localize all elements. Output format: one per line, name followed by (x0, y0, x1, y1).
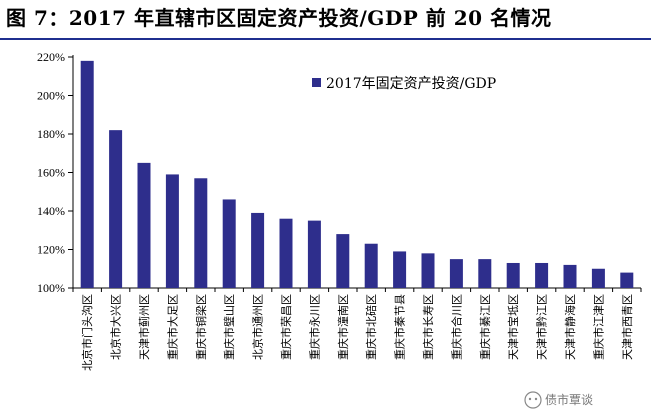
x-tick-label: 重庆市秦节县 (393, 294, 407, 360)
y-tick-label: 220% (37, 50, 65, 64)
x-tick-label: 北京市通州区 (251, 294, 265, 360)
wechat-icon-eye (534, 397, 538, 401)
x-tick-label: 重庆市綦江区 (478, 294, 492, 360)
y-tick-label: 180% (37, 127, 65, 141)
x-tick-label: 重庆市江津区 (591, 294, 605, 360)
x-tick-label: 北京市门头沟区 (80, 294, 94, 371)
bar (222, 199, 236, 288)
x-tick-label: 天津市蓟州区 (137, 294, 151, 360)
bar (251, 212, 265, 288)
x-tick-label: 天津市西青区 (620, 294, 634, 360)
x-tick-label: 重庆市荣昌区 (279, 294, 293, 360)
bar (80, 60, 94, 288)
x-tick-label: 重庆市潼南区 (336, 294, 350, 360)
x-tick-label: 天津市黔江区 (535, 294, 549, 360)
y-tick-label: 140% (37, 204, 65, 218)
x-tick-label: 重庆市长寿区 (421, 294, 435, 360)
bar (194, 178, 208, 288)
bar (336, 234, 350, 288)
y-axis: 100% 120% 140% 160% 180% 200% 220% (37, 50, 74, 295)
bar (620, 272, 634, 288)
bar (137, 162, 151, 288)
x-tick-label: 北京市大兴区 (109, 294, 123, 360)
x-tick-label: 重庆市永川区 (307, 294, 321, 360)
watermark: 债市覃谈 (524, 391, 593, 409)
legend: 2017年固定资产投资/GDP (312, 76, 496, 92)
bars (80, 60, 634, 288)
legend-label: 2017年固定资产投资/GDP (326, 76, 496, 92)
bar (421, 253, 435, 288)
x-tick-label: 重庆市合川区 (449, 294, 463, 360)
x-tick-label: 天津市静海区 (563, 294, 577, 360)
bar (364, 243, 378, 288)
bar (165, 174, 179, 288)
x-tick-label: 重庆市璧山区 (222, 294, 236, 360)
bar (307, 220, 321, 288)
y-tick-label: 120% (37, 243, 65, 257)
watermark-text: 债市覃谈 (545, 392, 593, 407)
x-tick-label: 重庆市大足区 (165, 294, 179, 360)
title-underline (0, 38, 651, 40)
figure-title: 图 7：2017 年直辖市区固定资产投资/GDP 前 20 名情况 (6, 6, 552, 30)
bar (478, 259, 492, 288)
y-tick-label: 200% (37, 89, 65, 103)
bar (279, 218, 293, 288)
legend-swatch (312, 78, 321, 87)
wechat-icon-eye (528, 397, 532, 401)
bar (393, 251, 407, 288)
bar (449, 259, 463, 288)
x-axis: 北京市门头沟区 北京市大兴区 天津市蓟州区 重庆市大足区 重庆市铜梁区 重庆市璧山区 北京市… (72, 287, 642, 371)
bar (506, 262, 520, 288)
bar (535, 262, 549, 288)
bar (591, 268, 605, 288)
x-tick-label: 天津市宝坻区 (506, 294, 520, 360)
x-tick-label: 重庆市北碚区 (364, 294, 378, 360)
y-tick-label: 100% (37, 281, 65, 295)
bar (563, 264, 577, 288)
bar (109, 130, 123, 288)
y-tick-label: 160% (37, 166, 65, 180)
x-tick-label: 重庆市铜梁区 (194, 294, 208, 360)
wechat-icon (524, 391, 542, 409)
